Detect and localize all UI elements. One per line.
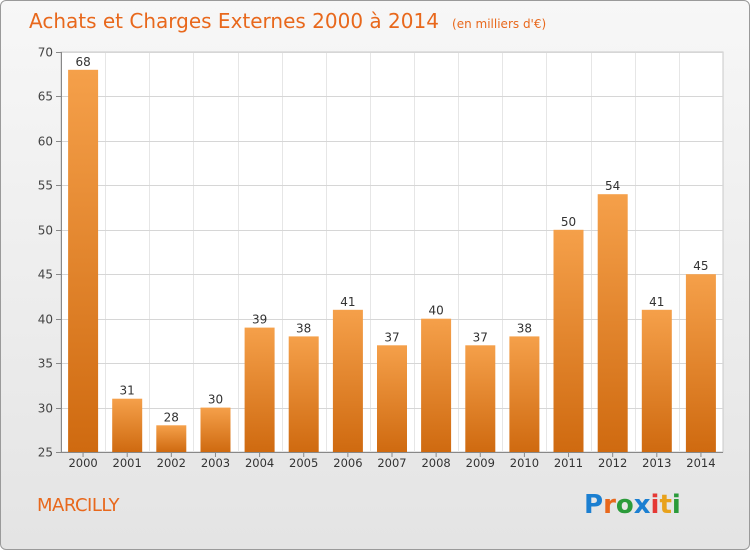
value-label-2010: 38 (517, 321, 532, 335)
bar-2013 (641, 309, 672, 452)
x-tick-label-2007: 2007 (377, 456, 406, 470)
bar-2009 (465, 345, 496, 452)
bar-2001 (112, 398, 143, 452)
y-tick-label: 30 (38, 402, 53, 416)
chart-unit-note: (en milliers d'€) (452, 17, 547, 31)
bar-2005 (288, 336, 319, 452)
y-tick-label: 55 (38, 179, 53, 193)
value-label-2014: 45 (693, 259, 708, 273)
proxiti-logo[interactable]: Proxiti (584, 490, 681, 520)
x-tick-label-2012: 2012 (598, 456, 627, 470)
logo-letter: x (633, 490, 651, 520)
x-tick-label-2014: 2014 (686, 456, 715, 470)
x-tick-label-2006: 2006 (333, 456, 362, 470)
bar-2012 (597, 194, 628, 452)
y-tick-label: 65 (38, 90, 53, 104)
value-label-2000: 68 (75, 55, 90, 69)
x-tick-label-2013: 2013 (642, 456, 671, 470)
x-tick-label-2009: 2009 (466, 456, 495, 470)
value-label-2012: 54 (605, 179, 620, 193)
y-tick-label: 50 (38, 224, 53, 238)
chart-title: Achats et Charges Externes 2000 à 2014 (29, 9, 439, 33)
bar-2000 (68, 69, 99, 453)
y-tick-label: 45 (38, 268, 53, 282)
y-tick-label: 60 (38, 135, 53, 149)
value-label-2004: 39 (252, 313, 267, 327)
bar-2006 (332, 309, 363, 452)
y-tick-label: 25 (38, 446, 53, 460)
x-tick-label-2004: 2004 (245, 456, 274, 470)
bar-2011 (553, 229, 584, 452)
x-tick-label-2003: 2003 (201, 456, 230, 470)
logo-letter: r (603, 490, 616, 520)
value-label-2001: 31 (120, 384, 135, 398)
commune-name: MARCILLY (37, 495, 120, 516)
x-tick-label-2011: 2011 (554, 456, 583, 470)
value-label-2009: 37 (473, 330, 488, 344)
logo-letter: o (615, 490, 634, 520)
logo-letter: i (650, 490, 660, 520)
bar-2003 (200, 407, 231, 452)
y-tick-label: 40 (38, 313, 53, 327)
logo-letter: t (659, 490, 672, 520)
bar-2010 (509, 336, 540, 452)
y-tick-label: 35 (38, 357, 53, 371)
x-tick-label-2002: 2002 (157, 456, 186, 470)
logo-letter: P (584, 490, 604, 520)
bar-2004 (244, 327, 275, 452)
logo-letter: i (671, 490, 681, 520)
bar-2002 (156, 425, 187, 452)
value-label-2005: 38 (296, 321, 311, 335)
bar-2014 (685, 274, 716, 452)
value-label-2008: 40 (428, 304, 443, 318)
value-label-2003: 30 (208, 393, 223, 407)
x-tick-label-2005: 2005 (289, 456, 318, 470)
value-label-2011: 50 (561, 215, 576, 229)
x-tick-label-2000: 2000 (68, 456, 97, 470)
value-label-2013: 41 (649, 295, 664, 309)
bar-2008 (421, 318, 452, 452)
y-tick-label: 70 (38, 46, 53, 60)
x-tick-label-2008: 2008 (421, 456, 450, 470)
value-label-2002: 28 (164, 410, 179, 424)
value-label-2007: 37 (384, 330, 399, 344)
x-tick-label-2010: 2010 (510, 456, 539, 470)
bar-2007 (377, 345, 407, 452)
title-row: Achats et Charges Externes 2000 à 2014 (… (29, 9, 546, 33)
value-label-2006: 41 (340, 295, 355, 309)
x-tick-label-2001: 2001 (113, 456, 142, 470)
